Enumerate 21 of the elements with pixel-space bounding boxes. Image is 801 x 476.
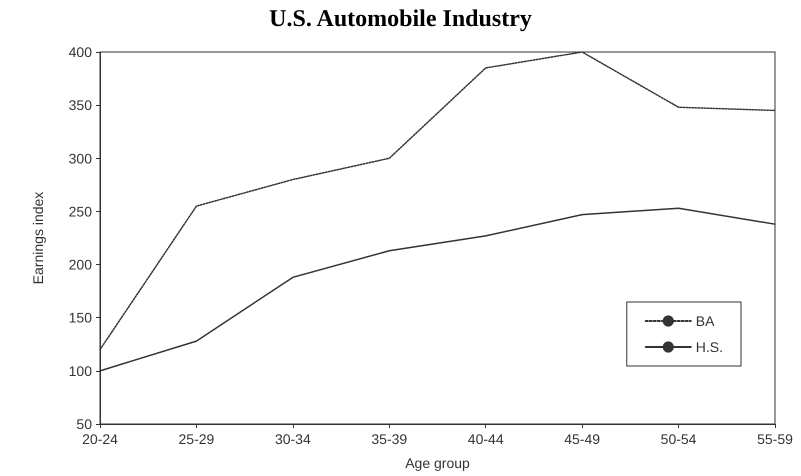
legend-label: BA (696, 313, 716, 329)
y-tick-label: 150 (68, 310, 92, 326)
x-tick-label: 50-54 (660, 431, 697, 447)
y-tick-label: 50 (76, 416, 92, 432)
x-tick-label: 45-49 (564, 431, 600, 447)
x-axis-title: Age group (405, 455, 470, 471)
x-tick-label: 25-29 (178, 431, 215, 447)
legend-label: H.S. (696, 339, 724, 355)
x-tick-label: 30-34 (274, 431, 311, 447)
chart-title: U.S. Automobile Industry (269, 6, 532, 32)
x-tick-label: 35-39 (371, 431, 408, 447)
y-tick-label: 350 (68, 97, 92, 114)
y-axis-title: Earnings index (30, 192, 46, 284)
y-tick-label: 200 (68, 256, 92, 273)
y-tick-label: 100 (68, 362, 92, 379)
x-tick-label: 20-24 (82, 431, 118, 447)
y-tick-label: 250 (68, 203, 92, 220)
x-tick-label: 55-59 (757, 431, 794, 447)
x-tick-label: 40-44 (468, 431, 504, 447)
y-tick-label: 400 (68, 44, 92, 60)
y-tick-label: 300 (68, 150, 92, 166)
